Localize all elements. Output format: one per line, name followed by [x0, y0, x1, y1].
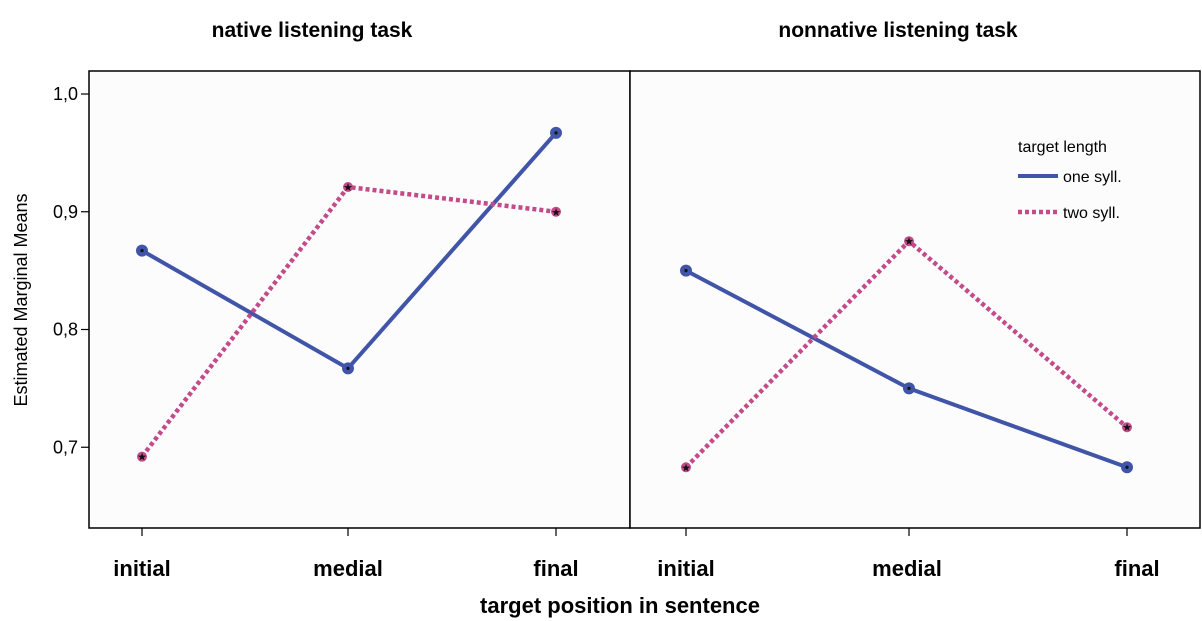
- data-point-center: [1125, 465, 1129, 469]
- x-tick-label: final: [1114, 556, 1159, 581]
- x-tick-label: final: [533, 556, 578, 581]
- right-panel-title: nonnative listening task: [778, 19, 1018, 42]
- y-tick-label: 0,8: [53, 320, 78, 340]
- data-point-marker: ★: [1122, 421, 1132, 434]
- data-point-center: [554, 131, 558, 135]
- y-tick-label: 0,7: [53, 437, 78, 457]
- x-tick-label: medial: [313, 556, 383, 581]
- y-axis-title: Estimated Marginal Means: [11, 193, 31, 406]
- data-point-two-syll: [137, 451, 147, 462]
- data-point-two-syll: [681, 462, 691, 473]
- data-point-center: [346, 366, 350, 370]
- y-tick-label: 0,9: [53, 202, 78, 222]
- left-panel-plot-area: [88, 70, 631, 529]
- data-point-two-syll: [343, 182, 353, 193]
- legend-title: target length: [1018, 139, 1107, 156]
- data-point-two-syll: [904, 236, 914, 247]
- data-point-two-syll: [1122, 422, 1132, 433]
- legend-label-one-syll: one syll.: [1063, 169, 1122, 186]
- data-point-marker: ★: [681, 461, 691, 474]
- legend-label-two-syll: two syll.: [1063, 205, 1120, 222]
- y-tick-label: 1,0: [53, 84, 78, 104]
- y-axis: 0,7 0,8 0,9 1,0: [53, 84, 89, 457]
- right-panel-plot-area: [629, 70, 1201, 529]
- x-tick-label: medial: [872, 556, 942, 581]
- legend: target length one syll. two syll.: [1018, 139, 1122, 222]
- data-point-two-syll: [551, 206, 561, 217]
- x-tick-label: initial: [113, 556, 170, 581]
- x-axis-title: target position in sentence: [480, 593, 760, 618]
- data-point-marker: ★: [137, 451, 147, 464]
- data-point-marker: ★: [551, 206, 561, 219]
- left-panel-title: native listening task: [212, 19, 413, 42]
- data-point-marker: ★: [904, 235, 914, 248]
- data-point-center: [907, 386, 911, 390]
- data-point-marker: ★: [343, 181, 353, 194]
- x-axis: initial medial final initial medial final: [113, 528, 1160, 581]
- data-point-center: [140, 249, 144, 253]
- series-layer: ★ ★ ★ ★ ★ ★: [136, 126, 1133, 474]
- data-point-center: [684, 269, 688, 273]
- x-tick-label: initial: [657, 556, 714, 581]
